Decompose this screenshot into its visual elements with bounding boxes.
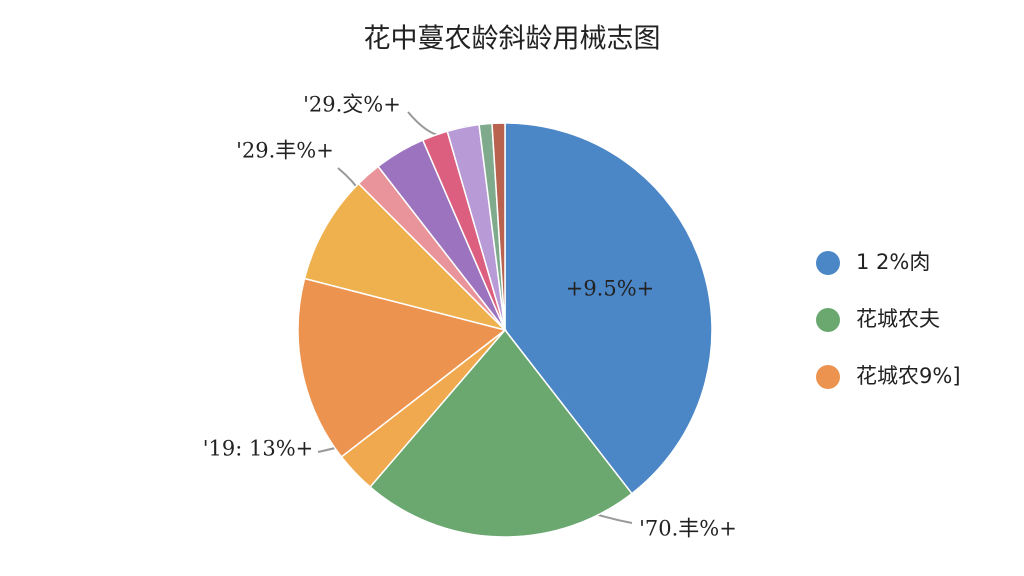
legend-swatch <box>816 251 840 275</box>
slice <box>504 122 713 495</box>
legend-swatch <box>816 308 840 332</box>
slice <box>369 328 633 538</box>
slice <box>491 122 506 331</box>
legend-swatch <box>816 365 840 389</box>
slice <box>297 277 507 458</box>
annotation: '29.丰%+ <box>236 139 334 163</box>
annotation: '29.交%+ <box>303 93 401 117</box>
annotation: '19: 13%+ <box>203 437 314 461</box>
annotation: '70.丰%+ <box>639 517 737 541</box>
legend-label: 花城农夫 <box>856 307 940 331</box>
chart-title: 花中蔓农龄斜龄用械志图 <box>364 24 661 55</box>
slice <box>303 182 508 332</box>
annotation: +9.5%+ <box>566 277 655 301</box>
legend-label: 1 2%肉 <box>856 250 930 274</box>
legend-label: 花城农9%] <box>856 364 961 388</box>
